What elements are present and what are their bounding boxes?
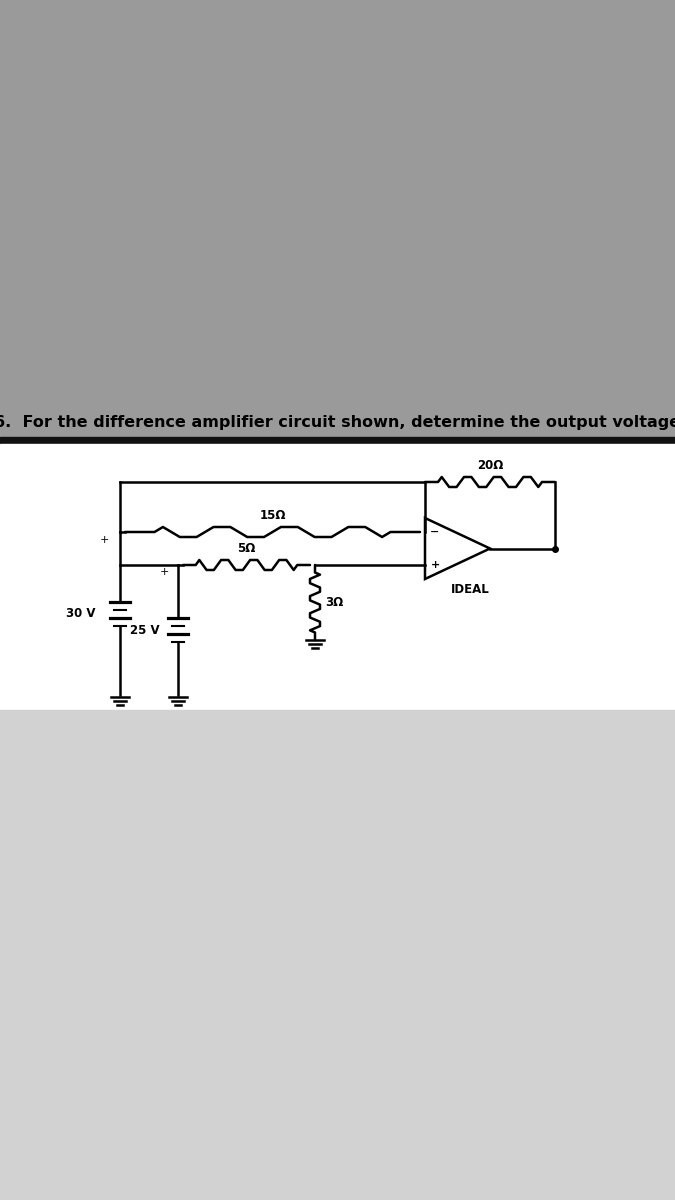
Text: 3Ω: 3Ω (325, 596, 344, 608)
Bar (0, 0, 675, 437)
Text: +: + (431, 560, 439, 570)
Text: IDEAL: IDEAL (451, 583, 490, 596)
Text: 6.  For the difference amplifier circuit shown, determine the output voltage: 6. For the difference amplifier circuit … (0, 415, 675, 430)
Text: +: + (159, 566, 169, 577)
Text: 30 V: 30 V (65, 607, 95, 620)
Bar (0, 437, 675, 444)
Text: 20Ω: 20Ω (477, 458, 503, 472)
Text: 25 V: 25 V (130, 624, 160, 636)
Text: −: − (431, 527, 439, 538)
Text: +: + (99, 535, 109, 545)
Text: 5Ω: 5Ω (238, 542, 256, 554)
Text: 15Ω: 15Ω (259, 509, 286, 522)
Bar (0, 710, 675, 1200)
Polygon shape (425, 518, 490, 578)
Bar (0, 444, 675, 710)
